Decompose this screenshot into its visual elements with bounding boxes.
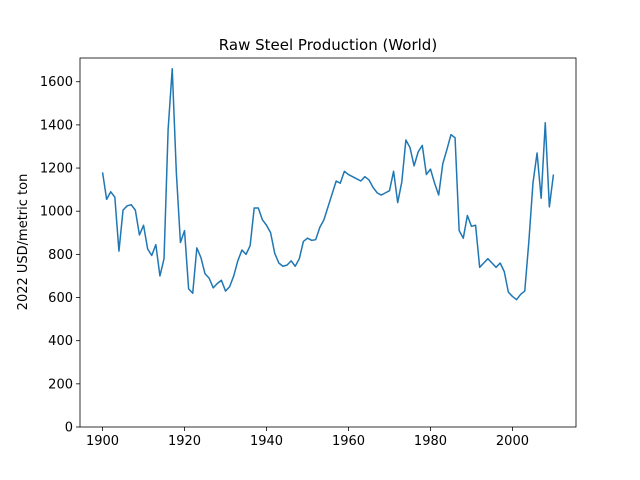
y-tick-label-800: 800: [48, 248, 73, 263]
x-tick-label-1960: 1960: [332, 434, 365, 449]
x-tick-label-1980: 1980: [414, 434, 447, 449]
y-tick-label-1200: 1200: [40, 162, 73, 177]
chart-title: Raw Steel Production (World): [219, 36, 437, 54]
x-tick-label-2000: 2000: [496, 434, 529, 449]
y-tick-label-600: 600: [48, 291, 73, 306]
y-axis-label: 2022 USD/metric ton: [16, 174, 31, 311]
y-tick-label-400: 400: [48, 334, 73, 349]
x-tick-label-1940: 1940: [250, 434, 283, 449]
plot-area: 1900 1920 1940 1960 1980 2000 0 200 400 600 800 100…: [40, 57, 577, 449]
y-tick-label-1000: 1000: [40, 205, 73, 220]
x-tick-label-1900: 1900: [86, 434, 119, 449]
series-line-0: [101, 68, 555, 301]
x-tick-label-1920: 1920: [168, 434, 201, 449]
y-tick-label-200: 200: [48, 377, 73, 392]
y-tick-label-1400: 1400: [40, 118, 73, 133]
y-tick-label-1600: 1600: [40, 75, 73, 90]
axes-frame: [79, 57, 577, 428]
y-tick-label-0: 0: [65, 421, 73, 436]
